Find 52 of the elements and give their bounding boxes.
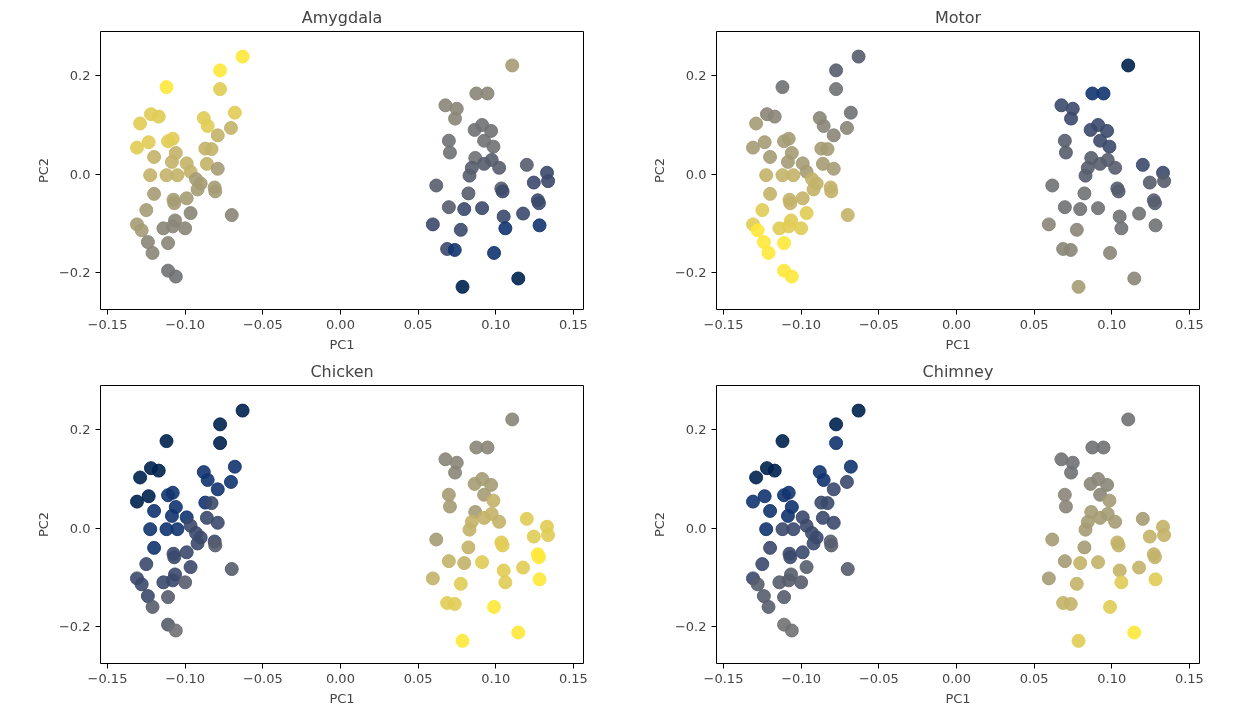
chart-title: Chimney: [922, 361, 994, 381]
x-axis-title: PC1: [945, 336, 971, 352]
x-tick-label: 0.00: [325, 670, 355, 686]
y-axis-title: PC2: [35, 157, 51, 184]
x-tick-label: −0.10: [165, 670, 206, 686]
x-tick-label: 0.10: [1097, 316, 1127, 332]
y-axis-title: PC2: [651, 511, 667, 538]
x-tick-label: 0.05: [403, 316, 433, 332]
x-tick-label: −0.15: [87, 316, 128, 332]
y-tick-label: −0.2: [58, 619, 91, 635]
x-tick-label: −0.10: [165, 316, 206, 332]
y-tick-label: −0.2: [674, 265, 707, 281]
x-axis-title: PC1: [329, 690, 355, 706]
y-tick-label: −0.2: [674, 619, 707, 635]
x-tick-label: −0.15: [87, 670, 128, 686]
y-tick-label: 0.0: [69, 520, 91, 536]
y-tick-label: 0.2: [685, 422, 707, 438]
x-tick-label: 0.15: [1174, 670, 1204, 686]
x-tick-label: 0.05: [1019, 316, 1049, 332]
y-tick-label: 0.0: [69, 166, 91, 182]
x-tick-label: 0.10: [1097, 670, 1127, 686]
x-tick-label: −0.05: [242, 316, 283, 332]
x-tick-label: 0.15: [1174, 316, 1204, 332]
x-tick-label: 0.05: [403, 670, 433, 686]
x-tick-label: −0.05: [858, 316, 899, 332]
x-tick-label: −0.15: [703, 670, 744, 686]
x-tick-label: 0.05: [1019, 670, 1049, 686]
y-tick-label: 0.0: [685, 166, 707, 182]
x-tick-label: 0.15: [558, 316, 588, 332]
x-tick-label: −0.05: [858, 670, 899, 686]
x-tick-label: 0.00: [941, 316, 971, 332]
x-tick-label: 0.10: [481, 316, 511, 332]
chart-title: Amygdala: [301, 7, 383, 27]
x-axis-title: PC1: [945, 690, 971, 706]
y-tick-label: 0.2: [69, 422, 91, 438]
y-tick-label: 0.2: [69, 68, 91, 84]
x-tick-label: 0.00: [325, 316, 355, 332]
x-tick-label: −0.05: [242, 670, 283, 686]
x-axis-title: PC1: [329, 336, 355, 352]
x-tick-label: −0.10: [781, 316, 822, 332]
y-tick-label: −0.2: [58, 265, 91, 281]
y-tick-label: 0.0: [685, 520, 707, 536]
x-tick-label: 0.15: [558, 670, 588, 686]
x-tick-label: −0.10: [781, 670, 822, 686]
x-tick-label: −0.15: [703, 316, 744, 332]
y-axis-title: PC2: [35, 511, 51, 538]
chart-title: Motor: [934, 7, 982, 27]
y-tick-label: 0.2: [685, 68, 707, 84]
x-tick-label: 0.10: [481, 670, 511, 686]
x-tick-label: 0.00: [941, 670, 971, 686]
y-axis-title: PC2: [651, 157, 667, 184]
chart-title: Chicken: [310, 361, 374, 381]
